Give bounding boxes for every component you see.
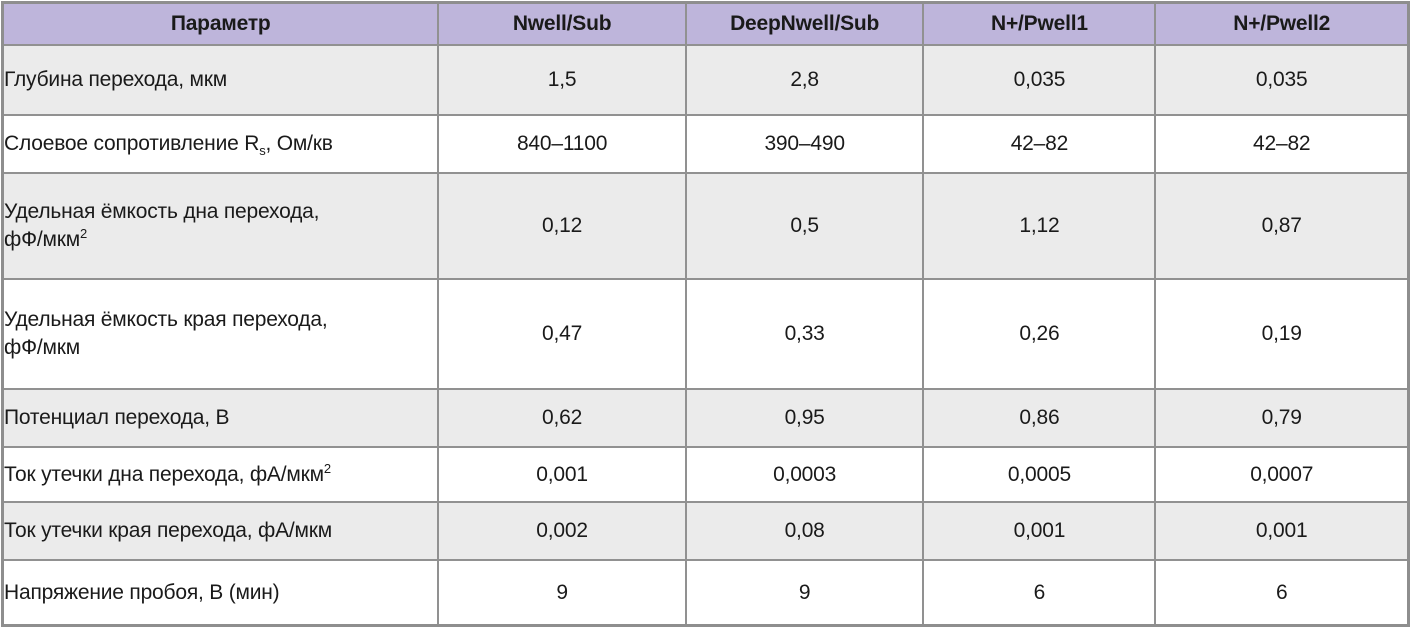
table-body: Глубина перехода, мкм 1,5 2,8 0,035 0,035 Сло…	[1, 44, 1410, 627]
column-header: DeepNwell/Sub	[684, 1, 925, 46]
table-row: Напряжение пробоя, В (мин) 9 9 6 6	[1, 559, 1410, 627]
table-row: Удельная ёмкость края перехода, фФ/мкм 0,4…	[1, 278, 1410, 390]
parameter-cell: Потенциал перехода, В	[1, 388, 440, 448]
value-cell: 0,08	[684, 501, 925, 561]
value-cell: 0,002	[437, 501, 687, 561]
value-cell: 0,035	[1154, 44, 1410, 116]
value-cell: 0,87	[1154, 172, 1410, 280]
parameter-cell: Глубина перехода, мкм	[1, 44, 440, 116]
value-cell: 0,0003	[684, 446, 925, 503]
value-cell: 0,79	[1154, 388, 1410, 448]
value-cell: 0,86	[922, 388, 1157, 448]
value-cell: 6	[922, 559, 1157, 627]
parameter-cell: Ток утечки края перехода, фА/мкм	[1, 501, 440, 561]
value-cell: 0,12	[437, 172, 687, 280]
value-cell: 0,19	[1154, 278, 1410, 390]
value-cell: 9	[684, 559, 925, 627]
parameter-cell: Напряжение пробоя, В (мин)	[1, 559, 440, 627]
table-row: Глубина перехода, мкм 1,5 2,8 0,035 0,035	[1, 44, 1410, 116]
value-cell: 0,001	[1154, 501, 1410, 561]
table-row: Ток утечки края перехода, фА/мкм 0,002 0,0…	[1, 501, 1410, 561]
value-cell: 0,33	[684, 278, 925, 390]
table-row: Слоевое сопротивление Rs, Ом/кв 840–1100 3…	[1, 114, 1410, 174]
value-cell: 42–82	[1154, 114, 1410, 174]
header-row: Параметр Nwell/Sub DeepNwell/Sub N+/Pwell1 N…	[1, 1, 1410, 46]
table-row: Потенциал перехода, В 0,62 0,95 0,86 0,79	[1, 388, 1410, 448]
table-header: Параметр Nwell/Sub DeepNwell/Sub N+/Pwell1 N…	[1, 1, 1410, 46]
table-row: Ток утечки дна перехода, фА/мкм2 0,001 0,0…	[1, 446, 1410, 503]
value-cell: 0,5	[684, 172, 925, 280]
column-header: Nwell/Sub	[437, 1, 687, 46]
table-row: Удельная ёмкость дна перехода, фФ/мкм2 0,1…	[1, 172, 1410, 280]
value-cell: 0,0005	[922, 446, 1157, 503]
parameter-cell: Слоевое сопротивление Rs, Ом/кв	[1, 114, 440, 174]
value-cell: 840–1100	[437, 114, 687, 174]
column-header: N+/Pwell2	[1154, 1, 1410, 46]
value-cell: 9	[437, 559, 687, 627]
value-cell: 42–82	[922, 114, 1157, 174]
parameter-cell: Удельная ёмкость края перехода, фФ/мкм	[1, 278, 440, 390]
value-cell: 0,035	[922, 44, 1157, 116]
value-cell: 0,0007	[1154, 446, 1410, 503]
column-header: N+/Pwell1	[922, 1, 1157, 46]
parameter-column-header: Параметр	[1, 1, 440, 46]
value-cell: 0,001	[922, 501, 1157, 561]
value-cell: 0,95	[684, 388, 925, 448]
parameter-cell: Удельная ёмкость дна перехода, фФ/мкм2	[1, 172, 440, 280]
value-cell: 6	[1154, 559, 1410, 627]
value-cell: 1,12	[922, 172, 1157, 280]
value-cell: 0,26	[922, 278, 1157, 390]
value-cell: 2,8	[684, 44, 925, 116]
value-cell: 0,62	[437, 388, 687, 448]
value-cell: 0,001	[437, 446, 687, 503]
value-cell: 390–490	[684, 114, 925, 174]
parameter-cell: Ток утечки дна перехода, фА/мкм2	[1, 446, 440, 503]
value-cell: 0,47	[437, 278, 687, 390]
value-cell: 1,5	[437, 44, 687, 116]
